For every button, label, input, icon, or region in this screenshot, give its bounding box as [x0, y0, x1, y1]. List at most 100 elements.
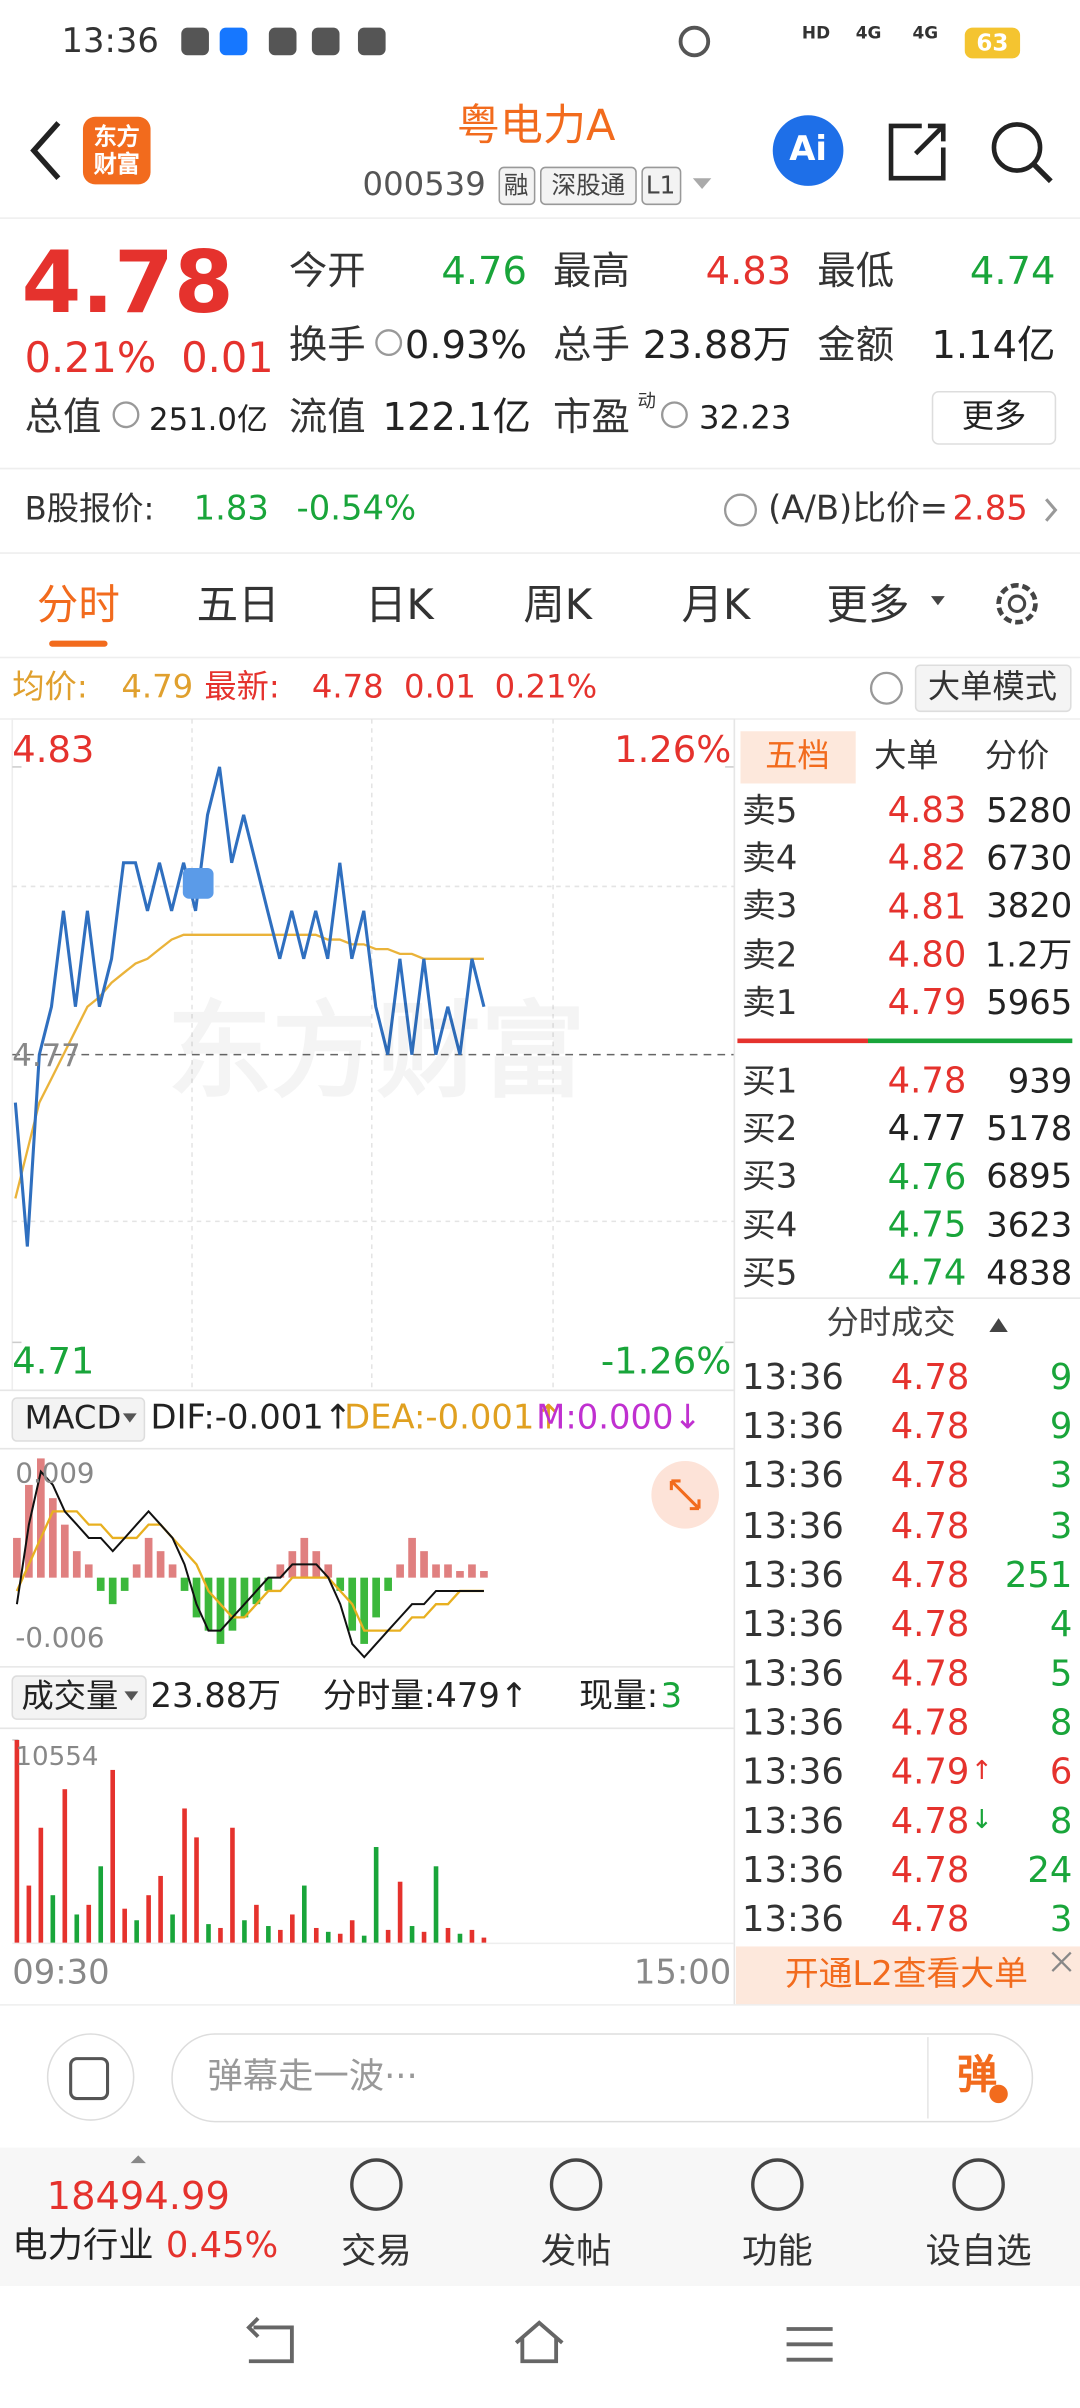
- volume-bar: [98, 1866, 104, 1944]
- battery-level: 63: [976, 29, 1009, 57]
- system-menu[interactable]: [786, 2327, 833, 2362]
- macd-bar: [72, 1551, 81, 1578]
- system-back[interactable]: [246, 2316, 294, 2364]
- help-icon: [869, 671, 903, 705]
- book-tab-active: [740, 731, 856, 784]
- index-value[interactable]: 18494.99: [46, 2173, 230, 2219]
- y-tick-label: 4.77: [12, 1036, 81, 1074]
- ask-label: 卖1: [742, 984, 798, 1023]
- nav-icon[interactable]: [549, 2158, 603, 2211]
- macd-selector-label[interactable]: MACD: [24, 1400, 122, 1438]
- dropdown: [122, 1413, 137, 1423]
- volume-bar: [349, 1920, 355, 1944]
- tab[interactable]: 分时: [36, 581, 120, 630]
- settings-button[interactable]: [996, 583, 1038, 625]
- more-label[interactable]: 更多: [961, 398, 1027, 436]
- volume-bar: [409, 1926, 415, 1944]
- field-value: 4.74: [969, 248, 1056, 294]
- field-value: 251.0亿: [149, 400, 268, 438]
- ask-label: 卖2: [742, 936, 798, 975]
- battery: [964, 27, 1021, 59]
- ask-volume: 3820: [986, 888, 1073, 927]
- more-button[interactable]: [931, 390, 1057, 445]
- volume-bar: [134, 1920, 139, 1944]
- trade-price: 4.78: [890, 1604, 970, 1645]
- macd-bar: [108, 1577, 117, 1605]
- field-label: 今开: [288, 248, 366, 294]
- macd-bar: [156, 1551, 165, 1578]
- bid-price: 4.76: [887, 1157, 967, 1198]
- field-label: 流值: [288, 394, 366, 440]
- danmaku-button[interactable]: 弹: [957, 2053, 998, 2100]
- macd-bar: [180, 1577, 189, 1591]
- book-tab[interactable]: 分价: [984, 738, 1050, 775]
- nav-label[interactable]: 设自选: [925, 2232, 1032, 2273]
- stock-code: 000539: [362, 166, 486, 204]
- ask-label: 卖5: [742, 792, 798, 831]
- tab[interactable]: 五日: [196, 581, 280, 630]
- l2-banner-text[interactable]: 开通L2查看大单: [784, 1955, 1028, 1994]
- tab[interactable]: 日K: [365, 581, 434, 630]
- macd-selector[interactable]: [11, 1397, 146, 1442]
- comment-placeholder[interactable]: 弹幕走一波···: [207, 2057, 418, 2098]
- ai-button[interactable]: [772, 115, 844, 186]
- search-button[interactable]: [991, 122, 1043, 173]
- macd-bar: [468, 1564, 476, 1578]
- share-button[interactable]: [888, 123, 946, 181]
- y2-tick-label: -1.26%: [600, 1340, 732, 1384]
- nav-icon[interactable]: [751, 2158, 804, 2211]
- avg-label: 均价:: [12, 668, 88, 706]
- current-volume: 3: [660, 1677, 683, 1716]
- bid-price: 4.77: [887, 1109, 967, 1150]
- book-tab[interactable]: 大单: [874, 738, 939, 775]
- trade-price: 4.78: [890, 1900, 970, 1941]
- y2-tick-label: 1.26%: [614, 727, 732, 771]
- ask-volume: 5965: [986, 984, 1073, 1023]
- volume-selector-label[interactable]: 成交量: [21, 1678, 119, 1716]
- ai-label[interactable]: Ai: [789, 130, 827, 169]
- trade-price: 4.78: [890, 1407, 970, 1448]
- volume-bar: [146, 1895, 151, 1944]
- nav-label[interactable]: 功能: [742, 2232, 813, 2273]
- avg-line: [14, 933, 484, 1199]
- tab[interactable]: 更多: [826, 581, 910, 630]
- y-tick-label: 4.83: [12, 727, 95, 771]
- mode-label[interactable]: 大单模式: [927, 668, 1057, 706]
- nav-label[interactable]: 交易: [341, 2232, 412, 2273]
- volume-bar: [421, 1931, 427, 1944]
- field-label: 最高: [553, 248, 630, 294]
- badge: [989, 2084, 1008, 2104]
- stock-name: 粤电力A: [456, 100, 616, 151]
- volume-selector[interactable]: [11, 1675, 147, 1720]
- dropdown[interactable]: [692, 178, 712, 189]
- current-label: 现量:: [579, 1677, 659, 1716]
- mode-button[interactable]: [914, 664, 1072, 713]
- index-caret: [130, 2155, 146, 2164]
- close-icon[interactable]: [1051, 1951, 1072, 1972]
- bid-volume: 939: [1007, 1062, 1073, 1102]
- last-price: 4.78: [21, 234, 234, 334]
- volume-bar: [325, 1931, 331, 1944]
- note-button[interactable]: [46, 2033, 135, 2121]
- nav-label[interactable]: 发帖: [540, 2232, 612, 2273]
- comment-input[interactable]: [171, 2033, 1034, 2123]
- book-tab[interactable]: 五档: [765, 738, 830, 775]
- change: 0.01: [181, 334, 274, 383]
- ask-price: 4.83: [887, 791, 967, 832]
- logo-text: 财富: [93, 150, 140, 179]
- avg-value: 4.79: [121, 668, 194, 706]
- macd-bar: [396, 1564, 404, 1578]
- back-button[interactable]: [30, 121, 61, 180]
- tab[interactable]: 周K: [523, 581, 593, 630]
- trade-price: 4.78: [890, 1851, 970, 1892]
- l2-banner[interactable]: [735, 1946, 1080, 2005]
- nav-icon[interactable]: [350, 2158, 403, 2211]
- nav-icon[interactable]: [952, 2158, 1005, 2211]
- chevron: [1045, 498, 1058, 522]
- volume-bar: [50, 1895, 56, 1944]
- trade-price: 4.78: [890, 1802, 970, 1843]
- system-home[interactable]: [514, 2320, 564, 2364]
- tab[interactable]: 月K: [681, 581, 751, 630]
- sector-name[interactable]: 电力行业: [12, 2226, 154, 2267]
